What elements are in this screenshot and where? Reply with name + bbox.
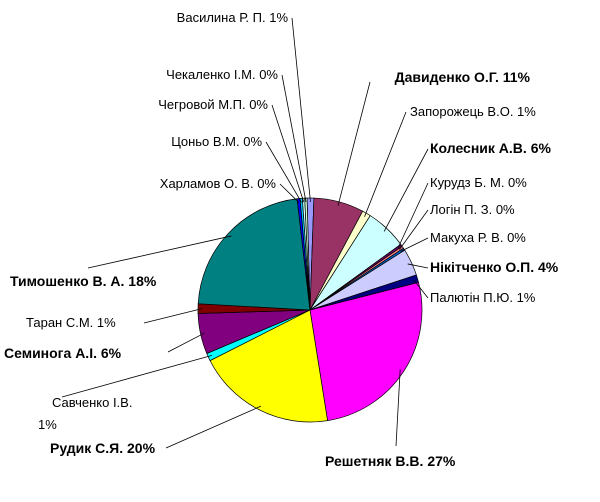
leader-line (87, 235, 232, 269)
slice-label: Цоньо В.М. 0% (171, 134, 262, 149)
pie-slices (197, 197, 423, 423)
slice-label: Логін П. З. 0% (430, 202, 515, 217)
leader-line (399, 209, 429, 250)
pie-slice (304, 197, 311, 311)
leader-line (397, 182, 429, 248)
leader-line (281, 74, 307, 203)
leader-line (291, 17, 311, 203)
slice-label: Рудик С.Я. 20% (50, 440, 156, 456)
leader-line (61, 355, 213, 398)
slice-label: Давиденко О.Г. 11% (395, 69, 531, 85)
leader-line (395, 369, 401, 447)
slice-label: Тимошенко В. А. 18% (10, 273, 157, 289)
leader-line (271, 104, 305, 203)
leader-line (165, 405, 262, 449)
slice-label: Палютін П.Ю. 1% (430, 290, 536, 305)
leader-line (337, 81, 371, 206)
leader-line (265, 141, 302, 203)
leader-lines (61, 17, 429, 449)
slice-label: Курудз Б. М. 0% (430, 175, 527, 190)
slice-label: Семинога А.І. 6% (4, 345, 122, 361)
slice-label: Решетняк В.В. 27% (325, 453, 456, 469)
leader-line (364, 111, 407, 217)
pie-slice (197, 198, 311, 311)
slice-label: Нікітченко О.П. 4% (430, 259, 559, 275)
slice-label: Савченко І.В. 1% (38, 395, 132, 432)
pie-slice (309, 282, 423, 422)
leader-line (407, 263, 429, 269)
slice-labels: Василина Р. П. 1% Давиденко О.Г. 11% Запор… (4, 10, 559, 469)
slice-label: Чегровой М.П. 0% (158, 97, 268, 112)
leader-line (279, 183, 300, 203)
slice-label: Запорожець В.О. 1% (410, 104, 536, 119)
leader-line (383, 148, 429, 232)
leader-line (400, 237, 429, 252)
slice-label: Харламов О. В. 0% (160, 176, 277, 191)
leader-line (143, 308, 203, 324)
pie-slice (209, 309, 328, 423)
slice-label: Таран С.М. 1% (26, 315, 116, 330)
slice-label: Василина Р. П. 1% (177, 10, 289, 25)
slice-label: Колесник А.В. 6% (430, 140, 551, 156)
slice-label: Макуха Р. В. 0% (430, 230, 526, 245)
slice-label: Чекаленко І.М. 0% (166, 67, 278, 82)
leader-line (167, 332, 205, 353)
leader-line (413, 279, 429, 299)
